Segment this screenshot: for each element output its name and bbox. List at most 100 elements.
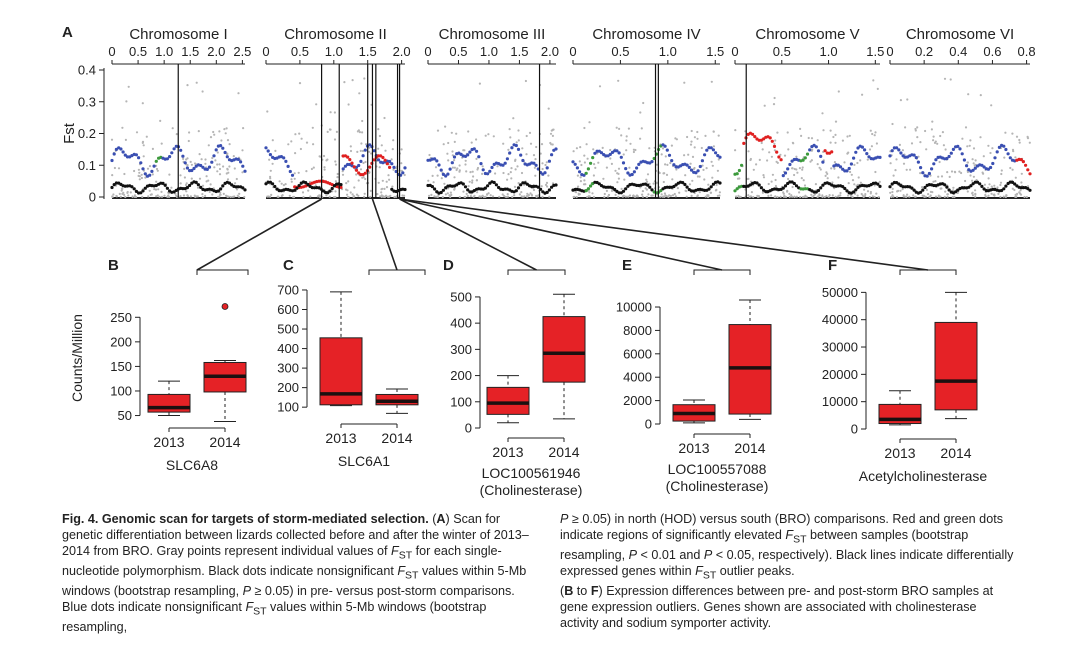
window-dot-north-south — [170, 151, 174, 155]
window-dot-pre-post — [1021, 186, 1025, 190]
snp-point — [131, 195, 134, 198]
snp-point — [669, 194, 673, 197]
snp-point — [218, 130, 221, 133]
snp-point — [427, 179, 430, 182]
snp-point — [952, 186, 955, 189]
snp-point — [771, 173, 775, 176]
window-dot-north-south — [221, 146, 225, 150]
snp-point — [799, 195, 802, 199]
snp-point — [325, 194, 328, 197]
window-dot-pre-post — [519, 183, 523, 187]
snp-point — [364, 177, 367, 181]
snp-point — [623, 178, 626, 181]
snp-point — [685, 195, 688, 198]
position-tick-label: 1.0 — [820, 44, 838, 59]
snp-point — [512, 117, 515, 120]
window-dot-north-south — [816, 149, 821, 153]
snp-point — [932, 135, 935, 138]
window-dot-north-south — [264, 146, 268, 150]
snp-point — [378, 166, 381, 169]
snp-point — [933, 141, 937, 144]
snp-point — [163, 194, 166, 197]
snp-point — [701, 164, 704, 167]
window-dot-pre-post — [1013, 182, 1017, 186]
snp-point — [602, 177, 605, 180]
snp-point — [447, 187, 450, 190]
window-dot-north-south — [584, 171, 588, 175]
snp-point — [943, 195, 946, 198]
snp-point — [949, 78, 952, 81]
snp-point — [216, 195, 220, 199]
window-dot-pre-post — [545, 190, 549, 194]
window-dot-north-south — [843, 169, 847, 173]
snp-point — [702, 168, 705, 171]
window-dot-pre-post — [980, 184, 984, 188]
snp-point — [359, 149, 362, 152]
snp-point — [662, 172, 665, 175]
snp-point — [491, 195, 495, 198]
snp-point — [921, 186, 924, 189]
snp-point — [226, 167, 229, 170]
chromosome-title: Chromosome II — [284, 26, 387, 43]
snp-point — [368, 146, 371, 149]
snp-point — [659, 195, 662, 198]
snp-point — [1019, 192, 1022, 195]
snp-point — [793, 167, 796, 171]
snp-point — [856, 183, 860, 186]
window-dot-north-south — [290, 173, 295, 177]
snp-point — [297, 171, 300, 174]
snp-point — [195, 81, 198, 84]
snp-point — [814, 183, 818, 186]
snp-point — [380, 194, 383, 197]
snp-point — [807, 136, 810, 140]
snp-point — [486, 193, 489, 196]
snp-point — [444, 125, 447, 128]
snp-point — [387, 174, 390, 177]
snp-point — [586, 157, 589, 160]
snp-point — [944, 148, 947, 151]
window-dot-north-south — [989, 165, 993, 170]
window-dot-pre-post — [718, 181, 722, 185]
snp-point — [793, 195, 796, 199]
snp-point — [115, 194, 118, 198]
window-dot-pre-post — [969, 184, 973, 188]
snp-point — [752, 195, 755, 199]
snp-point — [494, 172, 497, 175]
snp-point — [516, 165, 519, 168]
snp-point — [352, 195, 355, 199]
snp-point — [541, 162, 544, 165]
window-dot-north-south — [687, 165, 691, 169]
snp-point — [648, 147, 651, 150]
window-dot-north-south — [751, 132, 755, 136]
snp-point — [204, 158, 207, 161]
window-dot-north-south — [401, 171, 405, 175]
snp-point — [142, 155, 145, 158]
window-dot-north-south — [510, 146, 514, 150]
snp-point — [269, 175, 272, 178]
snp-point — [929, 195, 932, 199]
snp-point — [711, 164, 714, 167]
boxplot-panels: B 50 100 150 200 250 2013 2014 SLC6A8 C 100 200 300 4… — [108, 257, 987, 498]
snp-point — [948, 175, 951, 178]
window-dot-north-south — [608, 152, 612, 156]
snp-point — [368, 171, 371, 174]
window-dot-pre-post — [923, 185, 927, 190]
y-tick-label: 200 — [450, 368, 472, 383]
snp-point — [453, 166, 456, 169]
snp-point — [715, 183, 718, 187]
snp-point — [624, 195, 628, 198]
snp-point — [673, 192, 676, 196]
window-dot-north-south — [468, 150, 472, 154]
window-dot-north-south — [995, 150, 999, 154]
snp-point — [532, 188, 536, 192]
snp-point — [678, 191, 681, 194]
snp-point — [671, 178, 674, 181]
window-dot-pre-post — [463, 185, 468, 189]
snp-point — [979, 94, 982, 97]
snp-point — [546, 185, 549, 188]
snp-point — [1020, 181, 1023, 184]
snp-point — [305, 141, 309, 144]
window-dot-pre-post — [514, 189, 518, 193]
window-dot-north-south — [119, 147, 123, 151]
window-dot-north-south — [632, 170, 637, 174]
